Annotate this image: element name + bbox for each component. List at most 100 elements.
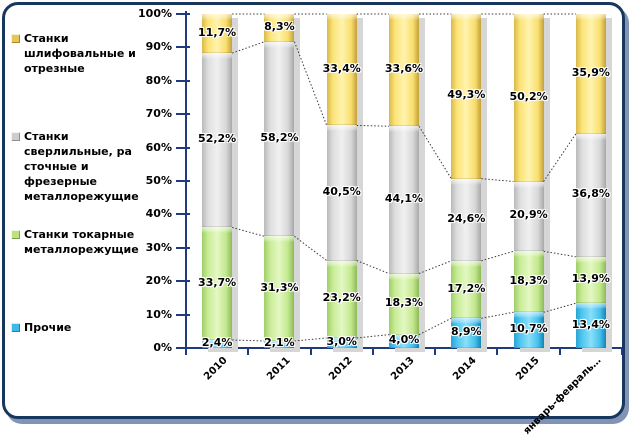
- data-label: 33,6%: [384, 62, 424, 76]
- data-label: 2,4%: [201, 335, 233, 349]
- bar-segment: [451, 318, 482, 348]
- bar-segment: [513, 181, 544, 252]
- bar-segment: [264, 236, 295, 341]
- bar-segment: [264, 41, 295, 237]
- bar-segment: [575, 256, 606, 304]
- data-label: 31,3%: [260, 280, 299, 294]
- y-tick-label: 100%: [138, 7, 172, 20]
- bar-segment: [451, 178, 482, 261]
- bar-2015: [513, 14, 544, 348]
- x-axis-tick: [496, 348, 499, 355]
- x-category-label: 2011: [264, 355, 293, 383]
- legend-swatch-turning-icon: [11, 230, 20, 239]
- bar-2010: [202, 14, 233, 348]
- bar-segment: [389, 334, 419, 348]
- x-category-label: 2012: [327, 355, 355, 383]
- y-axis-tick: [176, 213, 190, 216]
- data-label: 52,2%: [198, 132, 237, 146]
- bar-segment: [389, 126, 419, 274]
- bar-segment: [513, 251, 544, 313]
- bar-2013: [389, 14, 419, 348]
- y-axis-tick: [176, 113, 190, 116]
- bar-2012: [326, 14, 357, 348]
- x-axis-tick: [309, 348, 312, 355]
- bar-segment: [513, 14, 544, 182]
- bar-2014: [451, 14, 482, 348]
- y-axis-tick: [176, 46, 190, 49]
- bar-январь-февраль…: [575, 14, 606, 348]
- y-tick-label: 20%: [145, 274, 172, 288]
- data-label: 2,1%: [264, 336, 295, 350]
- legend-label: Станки шлифовальные и отрезные: [24, 32, 136, 75]
- data-label: 36,8%: [571, 187, 610, 201]
- bar-segment: [326, 14, 357, 126]
- y-tick-label: 80%: [145, 73, 172, 87]
- legend-swatch-drilling-icon: [11, 132, 20, 141]
- data-label: 17,2%: [447, 281, 486, 295]
- data-label: 20,9%: [509, 208, 548, 222]
- data-label: 10,7%: [509, 322, 548, 336]
- data-label: 33,7%: [198, 275, 237, 289]
- data-label: 58,2%: [260, 131, 299, 145]
- data-label: 8,9%: [451, 325, 482, 339]
- data-label: 50,2%: [509, 89, 548, 103]
- y-axis-tick: [176, 313, 190, 316]
- bar-segment: [575, 14, 606, 134]
- y-axis-tick: [176, 146, 190, 149]
- bar-segment: [389, 273, 419, 335]
- data-label: 8,3%: [264, 19, 295, 33]
- x-axis-tick: [434, 348, 437, 355]
- x-category-label: 2010: [202, 355, 230, 383]
- bar-segment: [326, 125, 357, 261]
- data-label: 18,3%: [384, 296, 424, 310]
- legend-swatch-grinding-icon: [11, 34, 20, 43]
- y-axis-tick: [176, 347, 190, 349]
- data-label: 4,0%: [388, 333, 420, 347]
- x-axis-tick: [371, 348, 374, 355]
- data-label: 23,2%: [322, 291, 361, 305]
- bar-segment: [451, 260, 482, 319]
- y-tick-label: 10%: [145, 307, 172, 321]
- legend-item-grinding: Станки шлифовальные и отрезные: [11, 31, 136, 76]
- bar-segment: [264, 340, 295, 348]
- bar-segment: [326, 260, 357, 338]
- data-label: 33,4%: [322, 61, 361, 75]
- y-axis-tick: [176, 180, 190, 182]
- bar-segment: [389, 14, 419, 127]
- bar-segment: [202, 53, 233, 228]
- bar-segment: [264, 14, 295, 42]
- bar-segment: [451, 14, 482, 179]
- bar-segment: [575, 303, 606, 348]
- bar-segment: [202, 227, 233, 340]
- data-label: 13,4%: [571, 317, 610, 331]
- legend-swatch-other-icon: [11, 323, 20, 332]
- x-axis-tick: [185, 348, 187, 355]
- data-label: 11,7%: [198, 25, 237, 39]
- legend-item-drilling: Станки сверлильные, ра сточные и фрезерн…: [11, 129, 139, 204]
- data-label: 40,5%: [322, 185, 361, 198]
- y-axis-tick: [176, 79, 190, 82]
- data-label: 49,3%: [447, 88, 486, 102]
- bar-2011: [264, 14, 295, 348]
- x-category-label: 2015: [513, 355, 542, 383]
- x-axis-tick: [247, 348, 250, 355]
- data-label: 35,9%: [571, 65, 610, 79]
- y-tick-label: 60%: [145, 140, 172, 154]
- bar-segment: [326, 338, 357, 348]
- y-tick-label: 30%: [145, 240, 172, 254]
- x-axis-tick: [621, 348, 623, 355]
- y-tick-label: 90%: [145, 40, 172, 54]
- data-label: 44,1%: [384, 191, 424, 205]
- x-category-label: 2013: [389, 355, 417, 383]
- y-tick-label: 50%: [145, 174, 172, 187]
- y-axis-tick: [176, 13, 190, 15]
- legend-label: Прочие: [24, 321, 72, 334]
- bar-segment: [513, 312, 544, 348]
- y-tick-label: 70%: [145, 107, 172, 121]
- data-label: 3,0%: [326, 334, 357, 348]
- x-category-label: 2014: [451, 355, 480, 383]
- bar-segment: [575, 133, 606, 257]
- x-axis-line: [184, 347, 622, 349]
- legend-item-turning: Станки токарные металлорежущие: [11, 227, 139, 257]
